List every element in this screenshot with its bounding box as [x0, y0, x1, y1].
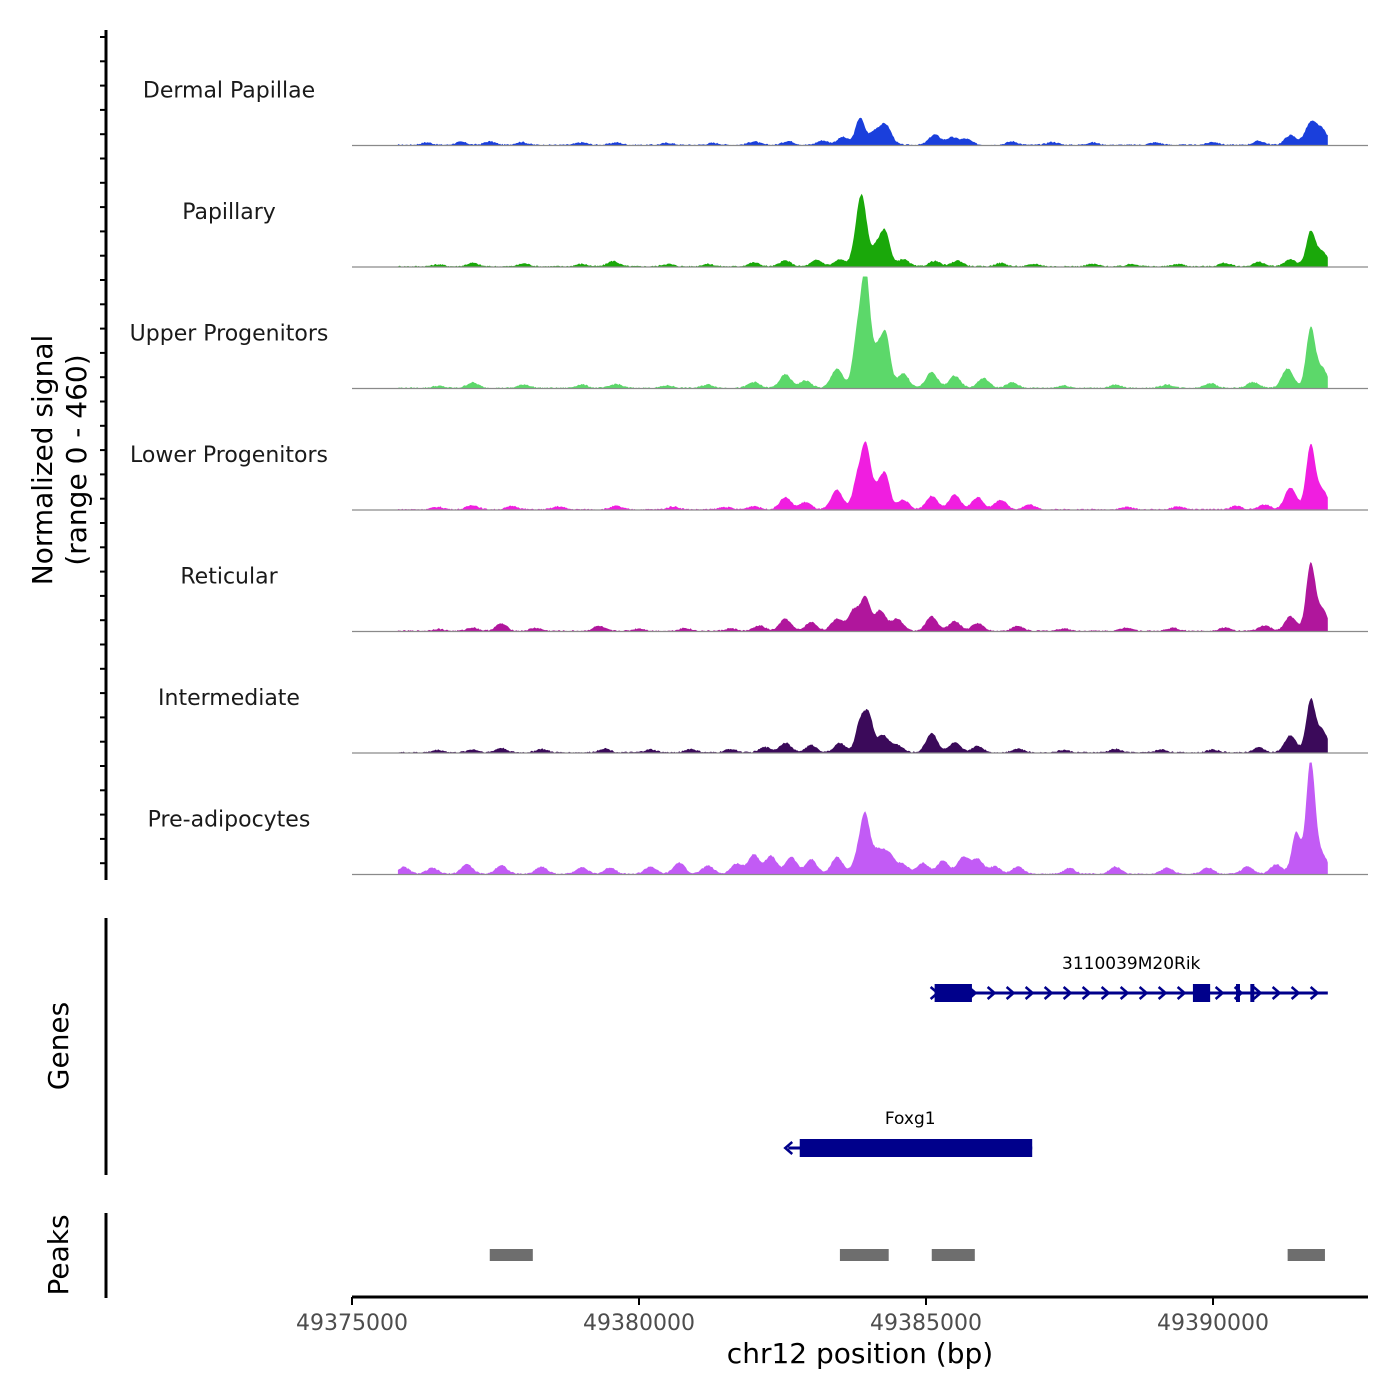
signal-area — [397, 276, 1328, 389]
track-label: Lower Progenitors — [130, 443, 328, 468]
ylabel-line-2: (range 0 - 460) — [60, 354, 93, 565]
gene-exon — [934, 984, 972, 1002]
gene-label: 3110039M20Rik — [1062, 954, 1201, 974]
track-intermediate: Intermediate — [158, 686, 1368, 754]
x-axis-ticks: 49375000 49380000 49385000 49390000 — [296, 1297, 1269, 1336]
track-papillary: Papillary — [182, 193, 1368, 268]
gene-exon — [1192, 984, 1211, 1002]
strand-arrow — [1138, 986, 1149, 1000]
x-tick-label: 49390000 — [1157, 1311, 1269, 1336]
x-tick-label: 49375000 — [296, 1311, 408, 1336]
signal-area — [397, 117, 1328, 146]
peak-region — [839, 1249, 889, 1261]
coverage-y-ticks — [100, 36, 106, 865]
gene-foxg1: Foxg1 — [783, 1109, 1033, 1157]
track-reticular: Reticular — [180, 562, 1368, 633]
peaks-panel-title: Peaks — [42, 1214, 75, 1295]
genes-track: 3110039M20Rik Foxg1 — [783, 954, 1328, 1157]
track-label: Papillary — [182, 200, 276, 225]
strand-arrow — [1081, 986, 1092, 1000]
strand-arrow — [1157, 986, 1168, 1000]
gene-3110039m20rik: 3110039M20Rik — [929, 954, 1328, 1002]
track-upper-progenitors: Upper Progenitors — [130, 276, 1368, 390]
strand-arrow — [783, 1141, 794, 1155]
signal-area — [397, 697, 1328, 753]
track-label: Intermediate — [158, 686, 300, 711]
track-dermal-papillae: Dermal Papillae — [143, 79, 1368, 147]
strand-arrow — [1290, 986, 1301, 1000]
strand-arrow — [1062, 986, 1073, 1000]
strand-arrow — [1271, 986, 1282, 1000]
peak-region — [931, 1249, 975, 1261]
strand-arrow — [1043, 986, 1054, 1000]
gene-exon — [1235, 984, 1240, 1002]
peak-region — [489, 1249, 533, 1261]
strand-arrow — [1119, 986, 1130, 1000]
track-lower-progenitors: Lower Progenitors — [130, 441, 1368, 511]
signal-area — [397, 562, 1328, 632]
signal-area — [397, 193, 1328, 267]
strand-arrow — [986, 986, 997, 1000]
x-tick-label: 49385000 — [870, 1311, 982, 1336]
strand-arrow — [1100, 986, 1111, 1000]
track-label: Reticular — [180, 565, 278, 590]
x-tick-label: 49380000 — [583, 1311, 695, 1336]
coverage-tracks: Dermal Papillae Papillary Upper Progenitor… — [130, 79, 1368, 876]
x-axis-label: chr12 position (bp) — [727, 1337, 993, 1370]
peak-region — [1287, 1249, 1325, 1261]
strand-arrow — [1005, 986, 1016, 1000]
genes-panel-title: Genes — [42, 1002, 75, 1090]
gene-label: Foxg1 — [885, 1109, 936, 1129]
peaks-track — [489, 1249, 1325, 1261]
track-pre-adipocytes: Pre-adipocytes — [148, 762, 1368, 876]
gene-exon — [1250, 984, 1255, 1002]
strand-arrow — [1309, 986, 1320, 1000]
strand-arrow — [1176, 986, 1187, 1000]
gene-exon — [799, 1139, 1033, 1157]
track-label: Upper Progenitors — [130, 322, 329, 347]
strand-arrow — [1252, 986, 1263, 1000]
coverage-ylabel: Normalized signal (range 0 - 460) — [26, 335, 93, 586]
track-label: Dermal Papillae — [143, 79, 315, 104]
strand-arrow — [1214, 986, 1225, 1000]
track-label: Pre-adipocytes — [148, 808, 311, 833]
ylabel-line-1: Normalized signal — [26, 335, 59, 586]
signal-area — [397, 762, 1328, 875]
strand-arrow — [1024, 986, 1035, 1000]
signal-area — [397, 441, 1328, 510]
